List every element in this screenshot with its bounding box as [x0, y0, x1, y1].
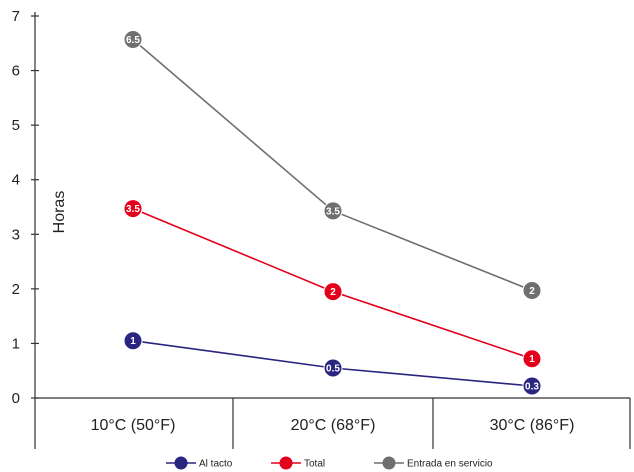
data-label: 2 — [529, 286, 535, 297]
y-tick-label: 6 — [12, 63, 20, 80]
data-point — [123, 331, 143, 351]
legend: Al tacto Total Entrada en servicio — [166, 456, 493, 470]
legend-marker — [174, 456, 188, 470]
y-axis-label: Horas — [51, 191, 68, 234]
data-point — [123, 199, 143, 219]
legend-label: Al tacto — [199, 459, 233, 470]
y-tick-label: 2 — [12, 281, 20, 298]
data-point — [323, 358, 343, 378]
x-category-label: 20°C (68°F) — [291, 417, 376, 434]
y-tick-label: 7 — [12, 8, 20, 25]
legend-label: Total — [304, 459, 325, 470]
axes: 0 1 2 3 4 5 6 7 10°C (50°F) 20°C (68°F) 30°C (86°F… — [12, 8, 631, 449]
data-points: 1 0.5 0.3 3.5 2 1 6.5 3.5 2 — [123, 29, 542, 396]
data-point — [323, 282, 343, 302]
y-tick-label: 5 — [12, 117, 20, 134]
data-point — [522, 280, 542, 300]
data-label: 1 — [529, 354, 535, 365]
series-line — [132, 38, 533, 292]
data-label: 0.3 — [525, 381, 539, 392]
data-label: 6.5 — [126, 35, 140, 46]
y-tick-label: 0 — [12, 390, 20, 407]
data-label: 0.5 — [326, 363, 340, 374]
data-point — [123, 29, 143, 49]
x-category-label: 10°C (50°F) — [91, 417, 176, 434]
y-tick-label: 3 — [12, 226, 20, 243]
data-point — [522, 376, 542, 396]
data-label: 3.5 — [126, 204, 140, 215]
data-point — [522, 349, 542, 369]
data-label: 1 — [130, 336, 136, 347]
legend-label: Entrada en servicio — [407, 459, 493, 470]
data-label: 3.5 — [326, 206, 340, 217]
x-category-label: 30°C (86°F) — [490, 417, 575, 434]
y-tick-label: 4 — [12, 172, 20, 189]
legend-marker — [279, 456, 293, 470]
data-point — [323, 201, 343, 221]
y-tick-label: 1 — [12, 335, 20, 352]
data-label: 2 — [330, 287, 336, 298]
legend-marker — [382, 456, 396, 470]
